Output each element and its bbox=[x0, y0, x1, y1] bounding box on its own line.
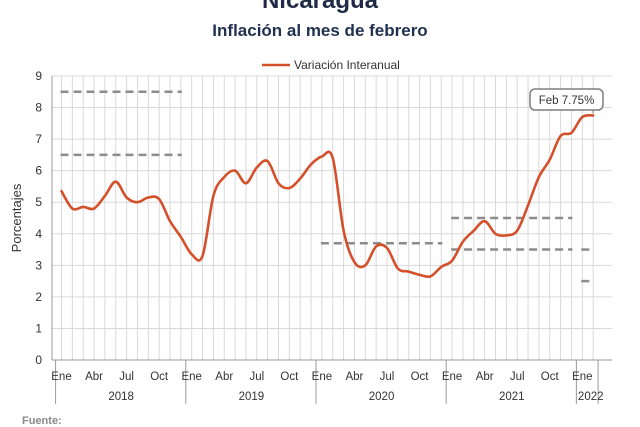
y-tick-label: 7 bbox=[35, 132, 42, 146]
x-tick-label: Ene bbox=[312, 371, 332, 383]
x-tick-label: Abr bbox=[345, 371, 363, 383]
year-label: 2021 bbox=[499, 391, 525, 403]
y-tick-label: 6 bbox=[35, 164, 42, 178]
y-tick-label: 3 bbox=[35, 258, 42, 272]
year-label: 2020 bbox=[369, 391, 395, 403]
annotation-label: Feb 7.75% bbox=[539, 95, 595, 107]
x-tick-label: Abr bbox=[85, 371, 103, 383]
y-tick-label: 0 bbox=[35, 353, 42, 367]
y-tick-label: 8 bbox=[35, 101, 42, 115]
year-label: 2018 bbox=[108, 391, 134, 403]
x-tick-label: Jul bbox=[249, 371, 264, 383]
y-tick-label: 9 bbox=[35, 69, 42, 83]
x-tick-label: Abr bbox=[215, 371, 233, 383]
x-tick-label: Oct bbox=[411, 371, 430, 383]
x-tick-label: Oct bbox=[150, 371, 169, 383]
x-tick-label: Ene bbox=[442, 371, 462, 383]
y-tick-label: 2 bbox=[35, 290, 42, 304]
country-title: Nicaragua bbox=[261, 0, 379, 14]
x-tick-label: Jul bbox=[510, 371, 525, 383]
x-tick-label: Oct bbox=[280, 371, 299, 383]
y-tick-label: 4 bbox=[35, 227, 42, 241]
x-tick-label: Jul bbox=[380, 371, 395, 383]
y-tick-label: 5 bbox=[35, 195, 42, 209]
x-tick-label: Jul bbox=[119, 371, 134, 383]
y-tick-label: 1 bbox=[35, 321, 42, 335]
year-label: 2019 bbox=[239, 391, 265, 403]
chart-title: Inflación al mes de febrero bbox=[212, 21, 428, 40]
legend-label: Variación Interanual bbox=[294, 58, 400, 72]
x-tick-label: Ene bbox=[51, 371, 71, 383]
series-line-variacion-interanual bbox=[60, 113, 595, 279]
year-label: 2022 bbox=[578, 391, 604, 403]
annotation-box bbox=[529, 88, 604, 111]
x-tick-label: Abr bbox=[476, 371, 494, 383]
x-tick-label: Ene bbox=[572, 371, 592, 383]
x-tick-label: Ene bbox=[181, 371, 201, 383]
y-axis-title: Porcentajes bbox=[9, 183, 24, 252]
x-tick-label: Oct bbox=[541, 371, 560, 383]
